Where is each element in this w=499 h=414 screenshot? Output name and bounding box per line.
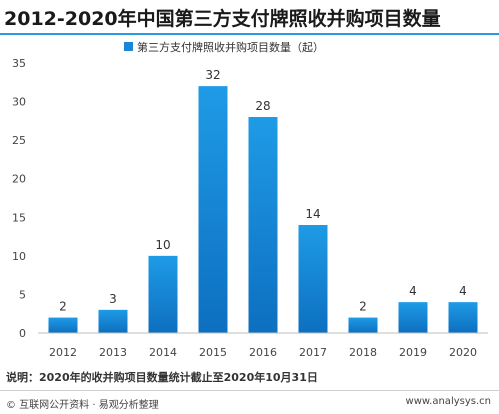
bar-value-label: 2	[59, 300, 67, 314]
bars	[48, 86, 478, 333]
x-tick-label: 2019	[399, 346, 427, 359]
x-tick-label: 2020	[449, 346, 477, 359]
bar-value-label: 28	[255, 99, 270, 113]
x-tick-label: 2017	[299, 346, 327, 359]
x-tick-label: 2016	[249, 346, 277, 359]
y-tick-label: 30	[12, 96, 26, 109]
x-tick-label: 2012	[49, 346, 77, 359]
bar-value-label: 4	[459, 284, 467, 298]
bar-2017	[298, 225, 328, 333]
y-tick-label: 25	[12, 134, 26, 147]
x-tick-label: 2014	[149, 346, 177, 359]
legend: 第三方支付牌照收并购项目数量（起）	[124, 40, 324, 54]
y-tick-label: 15	[12, 211, 26, 224]
x-axis: 2012 2013 2014 2015 2016 2017 2018 2019 2020	[38, 332, 488, 359]
y-tick-label: 35	[12, 57, 26, 70]
bar-value-label: 3	[109, 292, 117, 306]
bar-2014	[148, 255, 178, 333]
source-credit: © 互联网公开资料 · 易观分析整理	[6, 400, 159, 411]
footnote: 说明：2020年的收并购项目数量统计截止至2020年10月31日	[6, 371, 318, 384]
x-tick-label: 2015	[199, 346, 227, 359]
bar-2016	[248, 117, 278, 333]
y-tick-label: 10	[12, 250, 26, 263]
bar-2020	[448, 302, 478, 333]
legend-label: 第三方支付牌照收并购项目数量（起）	[137, 40, 324, 54]
bar-value-labels: 2 3 10 32 28 14 2 4 4	[59, 68, 467, 313]
title-underline	[0, 33, 499, 35]
bar-2018	[348, 317, 378, 333]
bar-value-label: 10	[155, 238, 170, 252]
x-tick-label: 2018	[349, 346, 377, 359]
bar-value-label: 14	[305, 207, 320, 221]
y-axis: 0 5 10 15 20 25 30 35	[12, 57, 26, 340]
chart-title: 2012-2020年中国第三方支付牌照收并购项目数量	[4, 8, 441, 30]
bar-2013	[98, 309, 128, 333]
bar-value-label: 32	[205, 68, 220, 82]
website-link[interactable]: www.analysys.cn	[405, 396, 491, 407]
x-tick-label: 2013	[99, 346, 127, 359]
legend-swatch	[124, 42, 133, 51]
y-tick-label: 0	[19, 327, 26, 340]
bar-2012	[48, 317, 78, 333]
bar-2019	[398, 302, 428, 333]
bar-value-label: 2	[359, 300, 367, 314]
bar-2015	[198, 86, 228, 333]
y-tick-label: 5	[19, 288, 26, 301]
bar-value-label: 4	[409, 284, 417, 298]
footer-divider	[0, 390, 499, 391]
y-tick-label: 20	[12, 173, 26, 186]
